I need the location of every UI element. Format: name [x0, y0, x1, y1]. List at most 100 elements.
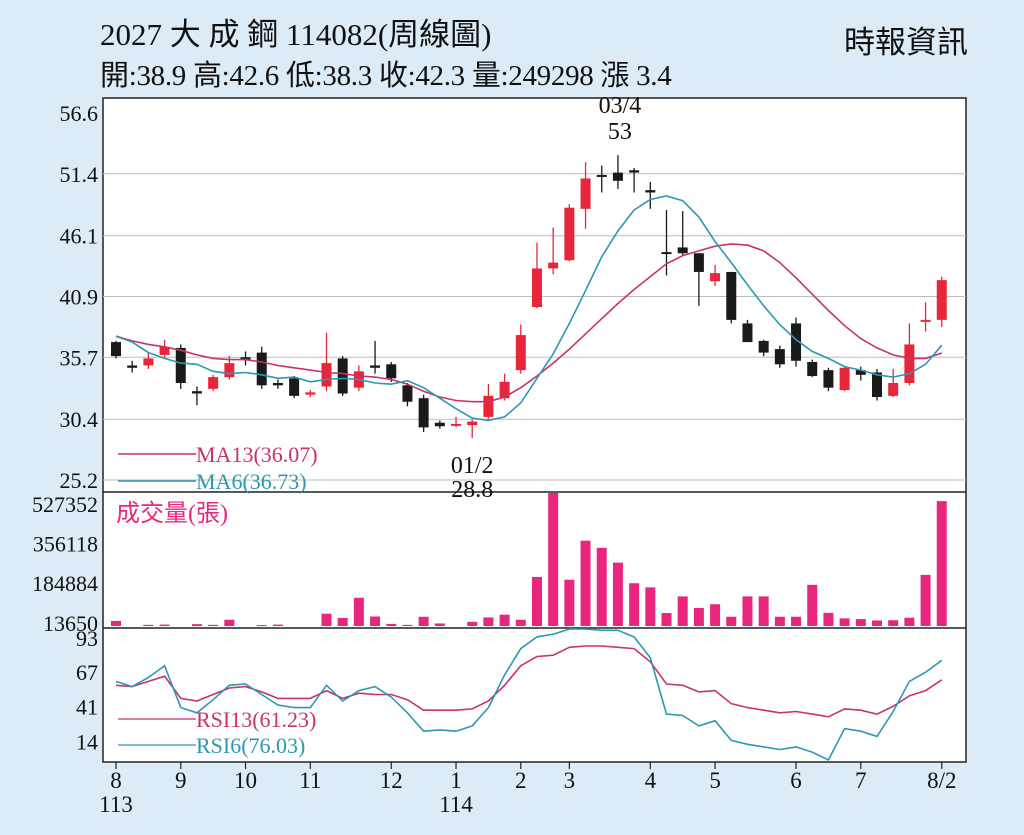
volume-bar: [839, 618, 850, 626]
price-stats: 開:38.9 高:42.6 低:38.3 收:42.3 量:249298 漲 3…: [100, 60, 672, 92]
candle-down: [677, 247, 688, 254]
volume-bar: [499, 614, 510, 626]
volume-bar: [224, 619, 235, 626]
volume-bar: [726, 616, 737, 626]
volume-bar: [418, 616, 429, 626]
volume-bar: [337, 617, 348, 626]
ma6-line: [115, 195, 943, 422]
candle-down: [111, 342, 121, 357]
candle-down: [256, 352, 267, 386]
rsi-tick-label: 67: [76, 660, 98, 685]
candle-down: [726, 271, 737, 320]
x-month-label: 5: [709, 768, 721, 793]
source-label: 時報資訊: [844, 25, 968, 60]
candle-up: [467, 421, 478, 426]
candle-up: [548, 262, 559, 269]
x-month-label: 12: [380, 768, 403, 793]
price-tick-label: 25.2: [60, 468, 99, 493]
rsi13-legend-label: RSI13(61.23): [196, 707, 316, 732]
volume-bar: [256, 625, 267, 627]
volume-bar: [920, 574, 931, 626]
ma13-legend-label: MA13(36.07): [196, 442, 318, 467]
volume-bar: [807, 584, 818, 626]
rsi6-line: [115, 628, 943, 762]
candle-up: [888, 382, 899, 396]
candle-down: [596, 174, 607, 177]
price-tick-label: 56.6: [60, 101, 99, 126]
candle-down: [240, 357, 251, 360]
candle-down: [418, 398, 429, 428]
volume-tick-label: 356118: [33, 532, 98, 557]
volume-bar: [612, 562, 623, 626]
candle-up: [839, 367, 850, 391]
candle-up: [143, 358, 154, 366]
price-tick-label: 35.7: [60, 345, 99, 370]
x-month-label: 4: [645, 768, 657, 793]
candle-down: [434, 422, 445, 427]
rsi-tick-label: 41: [76, 694, 98, 719]
volume-bar: [272, 624, 283, 626]
volume-bar: [580, 540, 591, 626]
candle-up: [208, 377, 219, 389]
volume-bar: [693, 607, 704, 626]
low-date-label: 01/2: [451, 453, 494, 479]
volume-bar: [159, 624, 170, 626]
volume-tick-label: 13650: [43, 611, 98, 636]
volume-bar: [904, 617, 915, 626]
candle-down: [289, 378, 300, 396]
volume-bar: [191, 624, 202, 626]
candle-up: [564, 207, 575, 261]
candle-down: [612, 172, 623, 181]
chart-title: 2027 大 成 鋼 114082(周線圖): [100, 17, 492, 52]
volume-bar: [661, 613, 672, 626]
volume-bar: [434, 623, 445, 626]
x-year-label: 114: [439, 792, 473, 817]
candle-up: [936, 280, 947, 320]
high-date-label: 03/4: [599, 93, 642, 119]
volume-bar: [483, 617, 494, 626]
x-month-label: 6: [790, 768, 802, 793]
volume-bar: [645, 587, 656, 626]
price-tick-label: 30.4: [60, 407, 99, 432]
ma13-line: [115, 243, 943, 403]
candle-up: [710, 273, 721, 282]
rsi-tick-label: 14: [76, 730, 98, 755]
volume-tick-label: 184884: [32, 571, 98, 596]
volume-bar: [564, 579, 575, 626]
candle-up: [159, 346, 170, 355]
plot-area: [102, 97, 967, 763]
ma6-legend-label: MA6(36.73): [196, 469, 307, 494]
candle-down: [175, 347, 186, 383]
candle-down: [629, 170, 640, 173]
x-month-label: 9: [175, 768, 187, 793]
candle-up: [904, 344, 915, 383]
low-value-label: 28.8: [451, 477, 493, 503]
volume-bar: [888, 620, 899, 626]
volume-bar: [855, 619, 866, 626]
volume-legend-label: 成交量(張): [116, 500, 228, 527]
price-tick-label: 40.9: [60, 285, 99, 310]
volume-bar: [629, 583, 640, 626]
volume-bar: [677, 596, 688, 626]
candle-down: [191, 391, 202, 394]
volume-bar: [596, 547, 607, 626]
candle-down: [661, 252, 672, 255]
volume-bar: [208, 624, 219, 626]
candle-up: [224, 363, 235, 378]
rsi-tick-label: 93: [76, 626, 98, 651]
candle-down: [871, 372, 882, 398]
volume-bar: [871, 620, 882, 626]
volume-bar: [321, 613, 332, 626]
volume-bar: [774, 616, 785, 626]
candle-down: [386, 364, 397, 379]
candle-down: [272, 382, 283, 386]
candle-up: [305, 392, 316, 395]
rsi6-legend-label: RSI6(76.03): [196, 733, 305, 758]
volume-bar: [710, 604, 721, 626]
candle-down: [758, 340, 769, 353]
volume-bar: [742, 596, 753, 626]
volume-bar: [386, 623, 397, 626]
candle-down: [693, 253, 704, 272]
candle-down: [823, 370, 834, 388]
volume-bar: [531, 576, 542, 626]
